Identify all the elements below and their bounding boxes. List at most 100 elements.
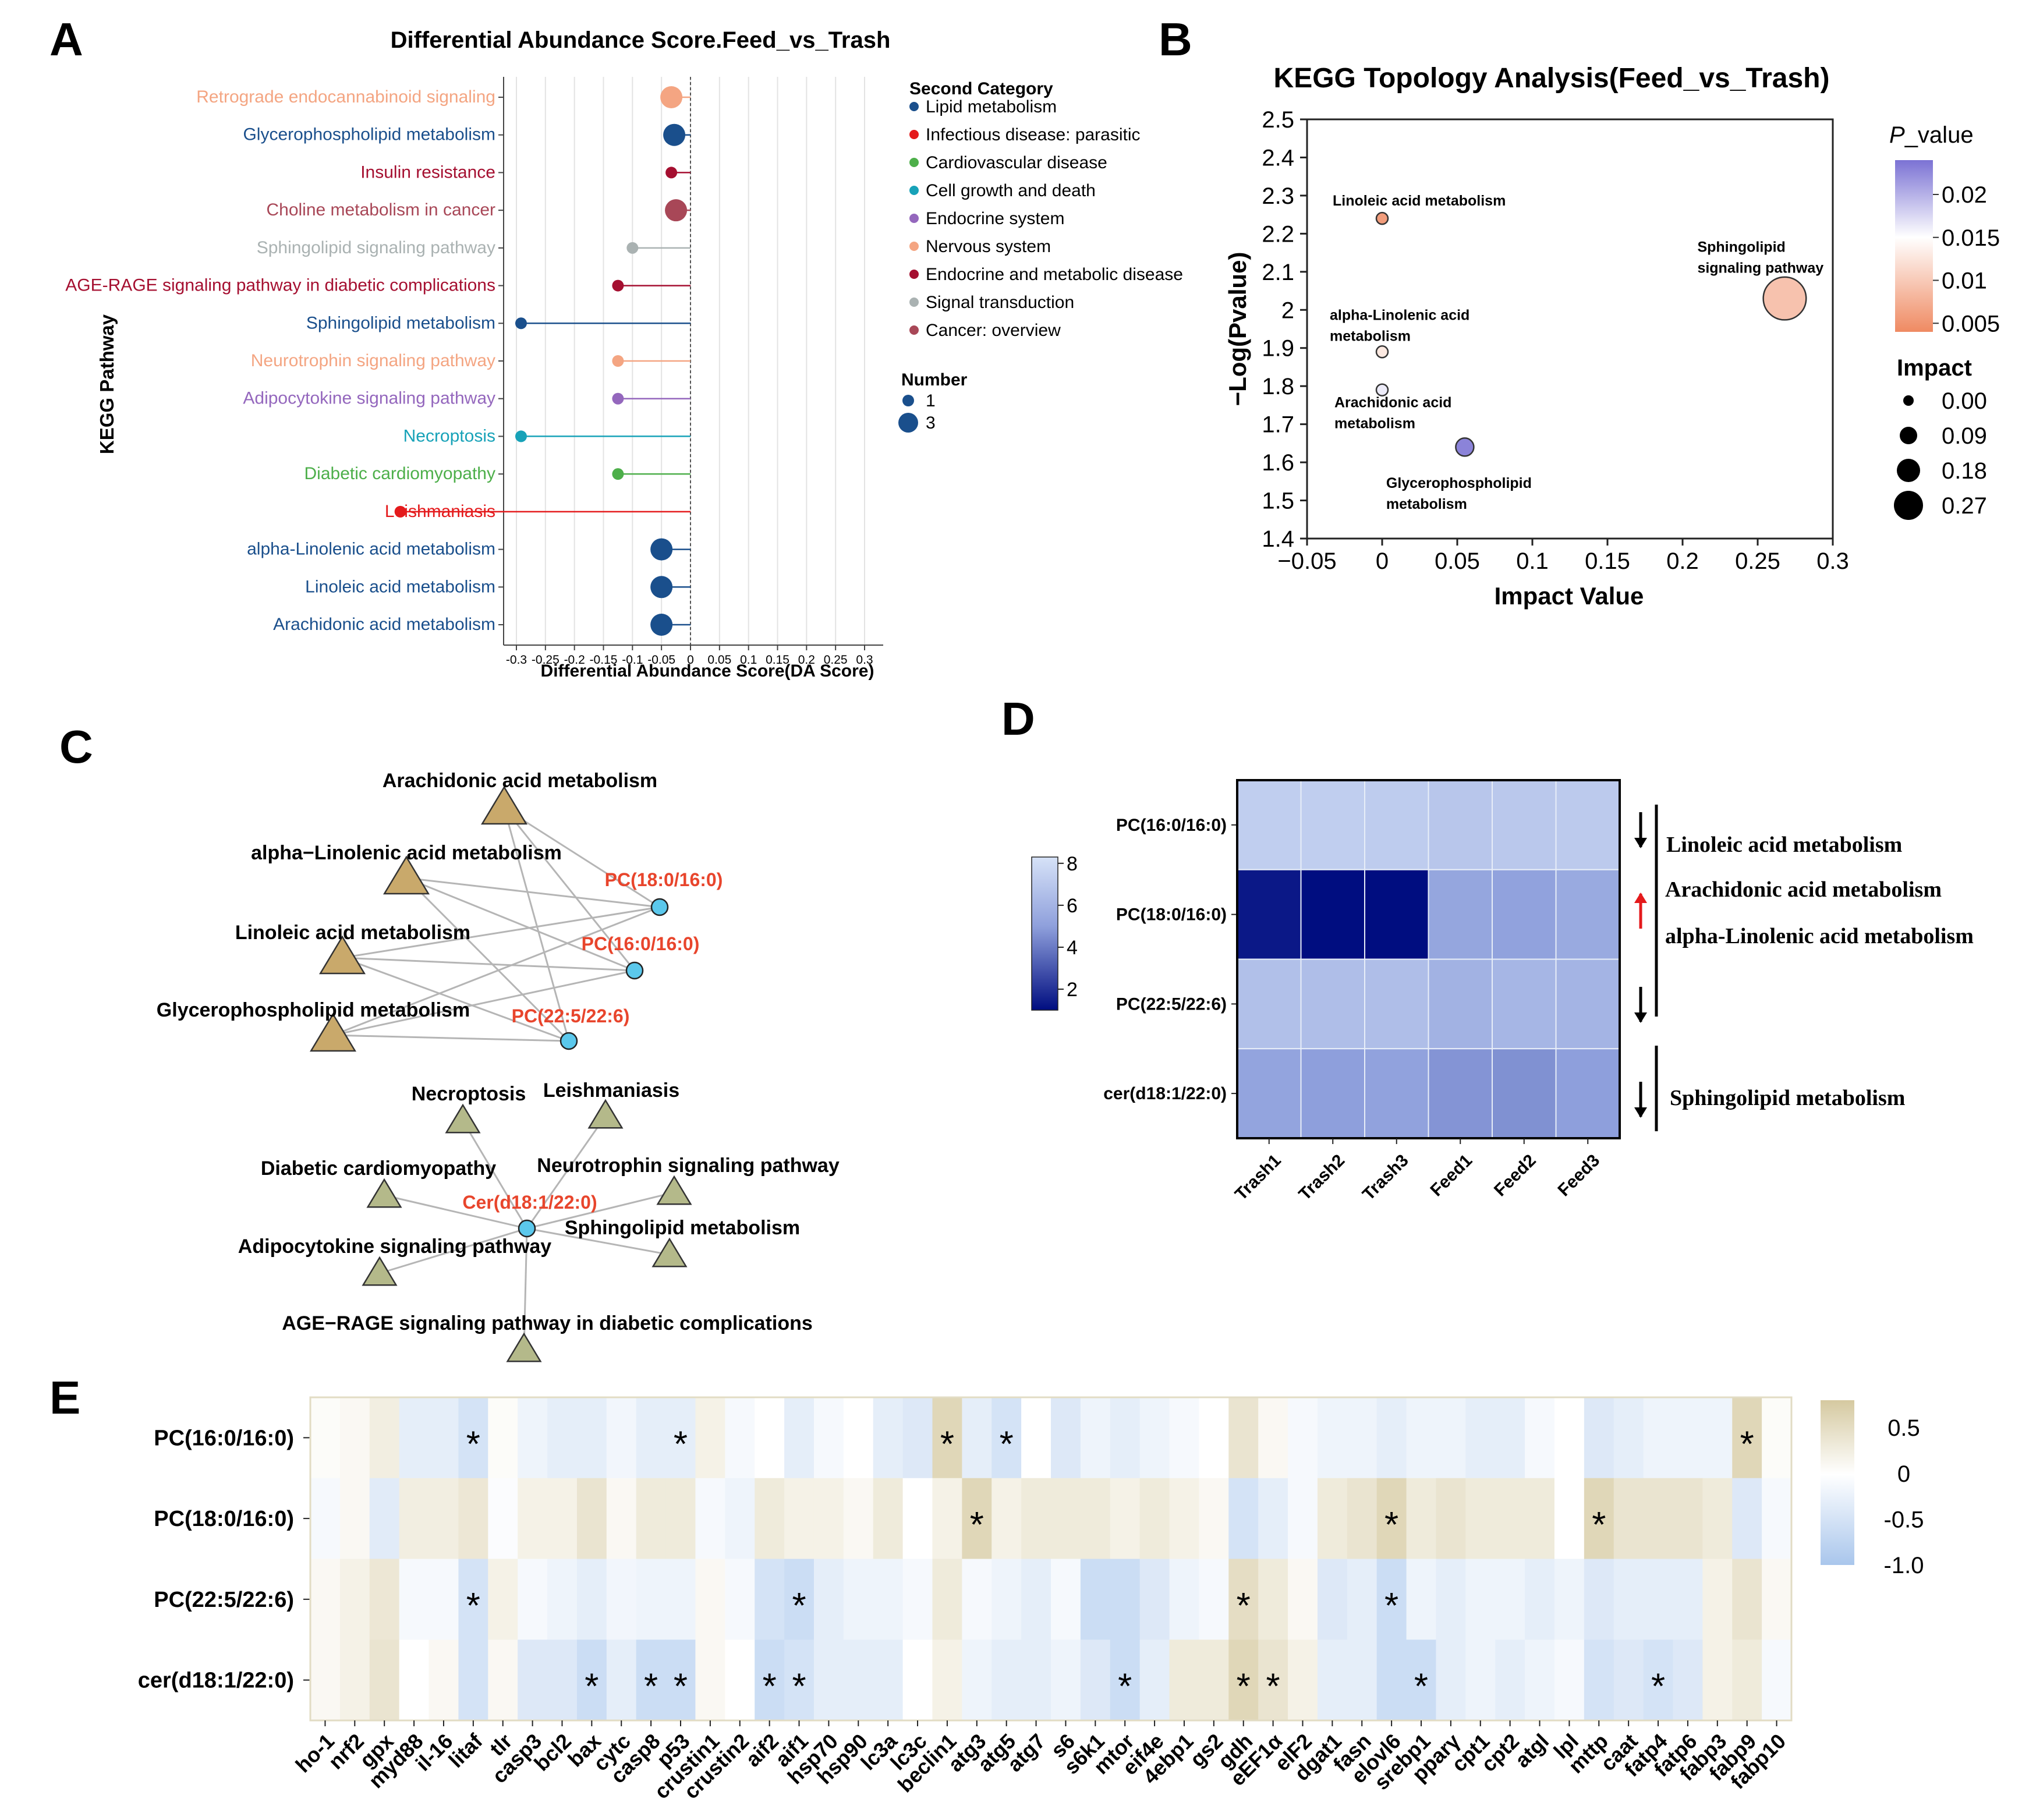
e-heatmap-cell (1199, 1478, 1229, 1559)
e-heatmap-cell (1465, 1397, 1496, 1479)
e-heatmap-cell (1554, 1478, 1585, 1559)
a-pathway-label: Arachidonic acid metabolism (273, 615, 495, 634)
d-heatmap-cell (1555, 958, 1620, 1050)
e-heatmap-cell (962, 1559, 992, 1640)
e-heatmap-cell (991, 1640, 1022, 1721)
d-colorbar-tick-label: 6 (1067, 895, 1078, 917)
e-heatmap-cell (1347, 1397, 1377, 1479)
a-legend-label: Nervous system (926, 237, 1051, 256)
e-heatmap-cell (518, 1559, 548, 1640)
e-heatmap-cell (1495, 1478, 1525, 1559)
a-lollipop-point (650, 576, 673, 599)
e-heatmap-cell (310, 1640, 341, 1721)
c-network-edge (406, 877, 660, 908)
e-significance-mark: * (1592, 1505, 1606, 1545)
c-network-edge (523, 1228, 528, 1350)
e-heatmap-cell (1376, 1559, 1407, 1640)
e-heatmap-cell (665, 1640, 696, 1721)
d-row-label: PC(22:5/22:6) (1116, 994, 1227, 1014)
e-heatmap-cell (1465, 1478, 1496, 1559)
d-row-label: PC(16:0/16:0) (1116, 816, 1227, 835)
b-colorbar-title: P_value (1889, 122, 1974, 148)
a-lollipop-point (660, 86, 683, 108)
e-heatmap-cell (1495, 1397, 1525, 1479)
d-pathway-annotation: alpha-Linolenic acid metabolism (1665, 924, 1974, 948)
e-heatmap-cell (695, 1397, 725, 1479)
c-pathway-label: Adipocytokine signaling pathway (238, 1235, 551, 1258)
e-heatmap-cell (369, 1559, 400, 1640)
e-heatmap-cell (1554, 1640, 1585, 1721)
e-heatmap-cell (1051, 1559, 1081, 1640)
e-heatmap-cell (1258, 1559, 1288, 1640)
e-colorbar-tick-label: -0.5 (1884, 1507, 1924, 1532)
e-heatmap-cell (1258, 1478, 1288, 1559)
e-heatmap-cell (488, 1640, 518, 1721)
a-x-tick-label: 0.05 (707, 653, 731, 667)
e-heatmap-cell (932, 1478, 962, 1559)
c-network-edge (332, 969, 635, 1036)
b-y-tick-label: 1.7 (1262, 412, 1294, 438)
a-x-tick-label: -0.05 (647, 653, 675, 667)
e-heatmap-cell (1732, 1397, 1762, 1479)
e-heatmap-cell (784, 1397, 815, 1479)
e-heatmap-cell (1080, 1397, 1111, 1479)
e-heatmap-cell (1554, 1397, 1585, 1479)
d-colorbar-tick-label: 8 (1067, 853, 1078, 875)
e-heatmap-cell (1702, 1559, 1733, 1640)
a-lollipop-point (663, 123, 686, 146)
e-heatmap-cell (1051, 1640, 1081, 1721)
a-x-tick-label: 0.1 (740, 653, 757, 667)
d-col-label: Feed2 (1490, 1151, 1540, 1201)
b-x-tick-label: 0.15 (1585, 548, 1630, 574)
c-network-edge (384, 1194, 527, 1230)
a-lollipop-point (612, 468, 624, 480)
e-heatmap-cell (1584, 1640, 1614, 1721)
c-pathway-node (651, 1237, 688, 1267)
panel-letter-d: D (1001, 693, 1035, 745)
b-point-label: metabolism (1386, 496, 1467, 512)
e-heatmap-cell (1673, 1397, 1703, 1479)
d-pathway-annotation: Sphingolipid metabolism (1670, 1086, 1905, 1110)
a-legend-swatch (909, 186, 919, 195)
e-heatmap-cell (576, 1478, 607, 1559)
d-colorbar (1031, 856, 1058, 1011)
a-legend-label: Endocrine and metabolic disease (926, 265, 1183, 284)
e-heatmap-cell (1495, 1559, 1525, 1640)
b-scatter-point (1375, 211, 1389, 225)
a-pathway-label: Glycerophospholipid metabolism (243, 125, 495, 144)
e-heatmap-cell (1584, 1397, 1614, 1479)
e-heatmap-cell (755, 1640, 785, 1721)
c-pathway-label: Glycerophospholipid metabolism (157, 999, 470, 1021)
e-heatmap-cell (932, 1397, 962, 1479)
e-heatmap-cell (1436, 1640, 1466, 1721)
b-point-label: Arachidonic acid (1334, 395, 1451, 411)
e-colorbar-tick-label: 0 (1897, 1461, 1910, 1487)
b-y-tick-label: 2.5 (1262, 107, 1294, 133)
b-colorbar-tick-label: 0.015 (1942, 225, 2000, 251)
e-heatmap-cell (873, 1559, 904, 1640)
a-pathway-label: Linoleic acid metabolism (305, 577, 495, 596)
e-heatmap-cell (843, 1478, 874, 1559)
a-legend-swatch (909, 158, 919, 167)
c-pathway-label: Necroptosis (412, 1083, 526, 1105)
e-heatmap-cell (399, 1640, 430, 1721)
e-significance-mark: * (674, 1667, 688, 1707)
e-heatmap-cell (1613, 1397, 1644, 1479)
d-row-label: cer(d18:1/22:0) (1103, 1084, 1227, 1103)
e-col-label: litaf (444, 1729, 487, 1772)
b-x-tick-label: 0.05 (1435, 548, 1480, 574)
d-pathway-annotation: Linoleic acid metabolism (1666, 833, 1902, 857)
a-number-legend-label: 1 (926, 391, 936, 410)
e-heatmap-cell (429, 1397, 459, 1479)
d-colorbar-tick-label: 2 (1067, 979, 1078, 1001)
b-point-label: Linoleic acid metabolism (1333, 193, 1506, 209)
c-network-edge (342, 957, 569, 1042)
d-heatmap-cell (1428, 958, 1493, 1050)
e-heatmap-cell (1110, 1640, 1141, 1721)
d-heatmap-cell (1300, 958, 1365, 1050)
e-heatmap-cell (576, 1397, 607, 1479)
d-arrow-head (1634, 838, 1647, 848)
d-row-label: PC(18:0/16:0) (1116, 905, 1227, 925)
e-heatmap-cell (518, 1640, 548, 1721)
e-significance-mark: * (1118, 1667, 1132, 1707)
